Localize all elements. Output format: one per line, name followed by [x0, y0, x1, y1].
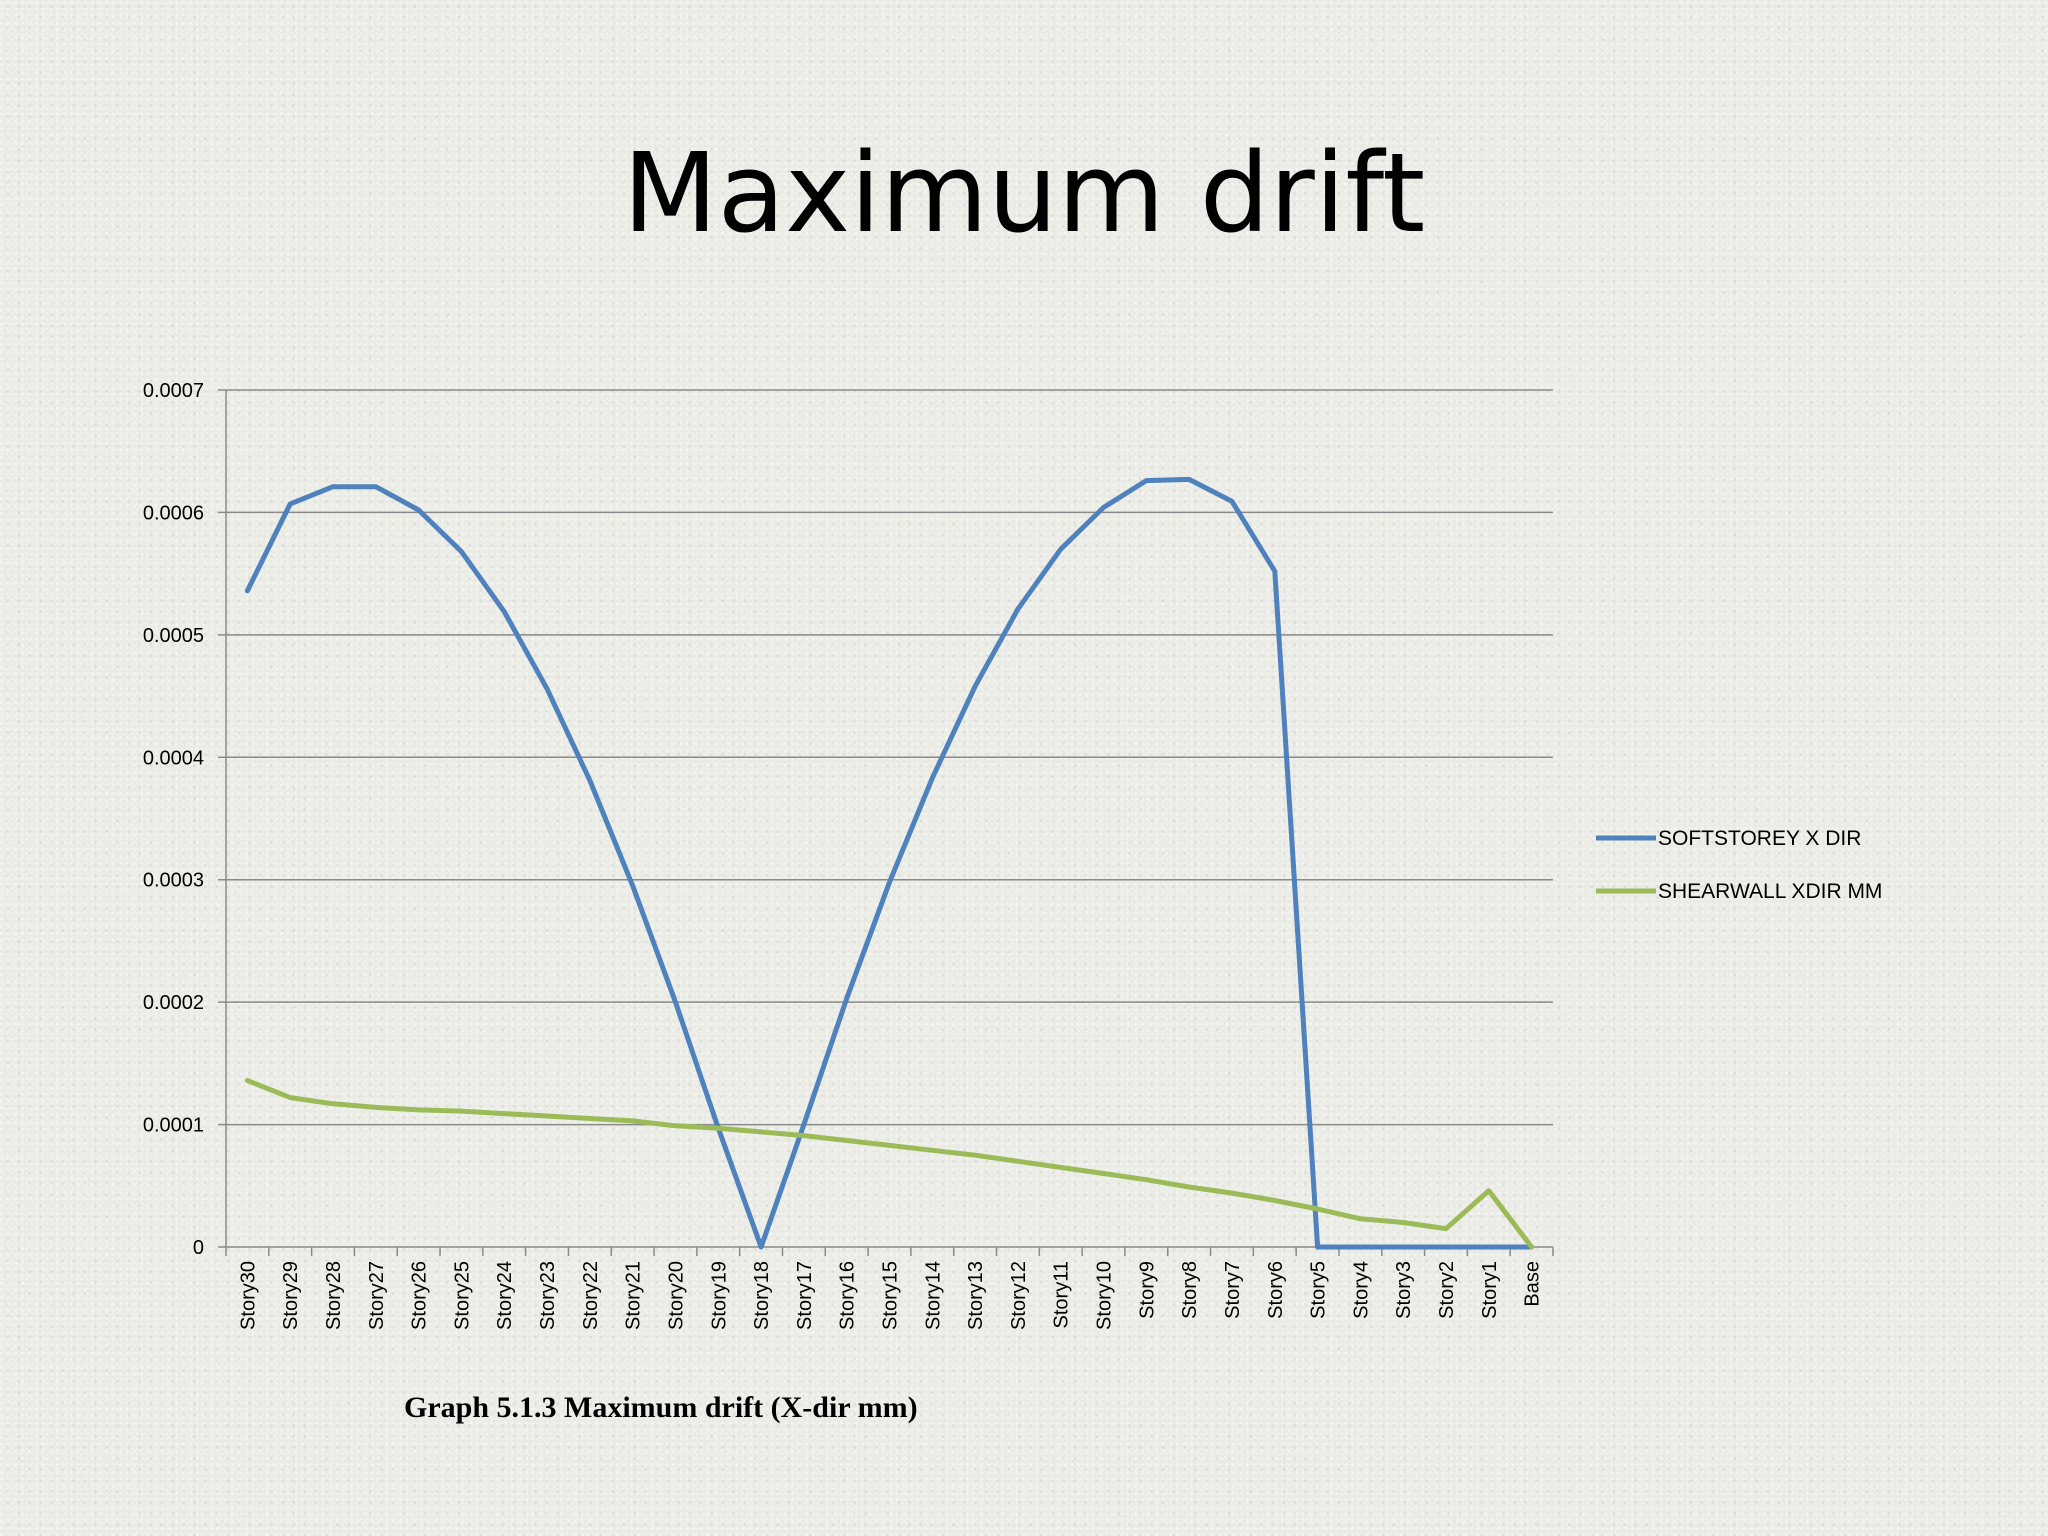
x-tick-label: Story8	[1179, 1261, 1201, 1319]
x-tick-label: Story28	[323, 1261, 345, 1330]
y-tick-label: 0.0006	[143, 502, 204, 524]
x-tick-label: Story22	[580, 1261, 602, 1330]
x-tick-label: Story30	[237, 1261, 259, 1330]
x-tick-label: Story7	[1222, 1261, 1244, 1319]
series-lines	[244, 476, 1535, 1250]
x-tick-label: Story15	[880, 1261, 902, 1330]
x-tick-label: Story1	[1479, 1261, 1501, 1319]
legend-label: SHEARWALL XDIR MM	[1658, 880, 1882, 903]
x-tick-label: Story18	[751, 1261, 773, 1330]
x-tick-label: Story20	[665, 1261, 687, 1330]
series-line-1	[244, 476, 1535, 1250]
x-tick-label: Story13	[965, 1261, 987, 1330]
axes	[218, 389, 1554, 1256]
x-tick-label: Base	[1522, 1261, 1544, 1307]
tick-labels: 0 0.0001 0.0002 0.0003 0.0004 0.0005 0.0006 0.0…	[143, 380, 1544, 1330]
legend: SOFTSTOREY X DIR SHEARWALL XDIR MM	[1596, 827, 1882, 903]
y-tick-label: 0	[193, 1237, 204, 1259]
x-tick-label: Story19	[708, 1261, 730, 1330]
x-tick-label: Story29	[280, 1261, 302, 1330]
x-tick-label: Story3	[1393, 1261, 1415, 1319]
x-tick-label: Story17	[794, 1261, 816, 1330]
x-tick-label: Story6	[1265, 1261, 1287, 1319]
x-tick-label: Story27	[366, 1261, 388, 1330]
x-tick-label: Story5	[1308, 1261, 1330, 1319]
x-tick-label: Story21	[623, 1261, 645, 1330]
x-tick-label: Story24	[494, 1261, 516, 1330]
y-tick-label: 0.0001	[143, 1115, 204, 1137]
x-tick-label: Story23	[537, 1261, 559, 1330]
y-tick-label: 0.0003	[143, 870, 204, 892]
x-tick-label: Story11	[1051, 1261, 1073, 1328]
x-tick-label: Story14	[922, 1261, 944, 1330]
x-tick-label: Story26	[409, 1261, 431, 1330]
gridlines	[226, 389, 1553, 1126]
y-tick-label: 0.0002	[143, 992, 204, 1014]
chart-caption: Graph 5.1.3 Maximum drift (X-dir mm)	[404, 1391, 918, 1424]
y-tick-label: 0.0007	[143, 380, 204, 402]
y-tick-label: 0.0005	[143, 625, 204, 647]
series-line-2	[244, 1078, 1535, 1250]
x-tick-label: Story9	[1136, 1261, 1158, 1319]
x-tick-label: Story4	[1350, 1261, 1372, 1319]
x-tick-label: Story10	[1094, 1261, 1116, 1330]
x-tick-label: Story16	[837, 1261, 859, 1330]
slide-title: Maximum drift	[622, 129, 1426, 257]
x-tick-label: Story25	[451, 1261, 473, 1330]
x-tick-label: Story2	[1436, 1261, 1458, 1319]
x-tick-label: Story12	[1008, 1261, 1030, 1330]
y-tick-label: 0.0004	[143, 747, 204, 769]
legend-label: SOFTSTOREY X DIR	[1658, 827, 1861, 850]
